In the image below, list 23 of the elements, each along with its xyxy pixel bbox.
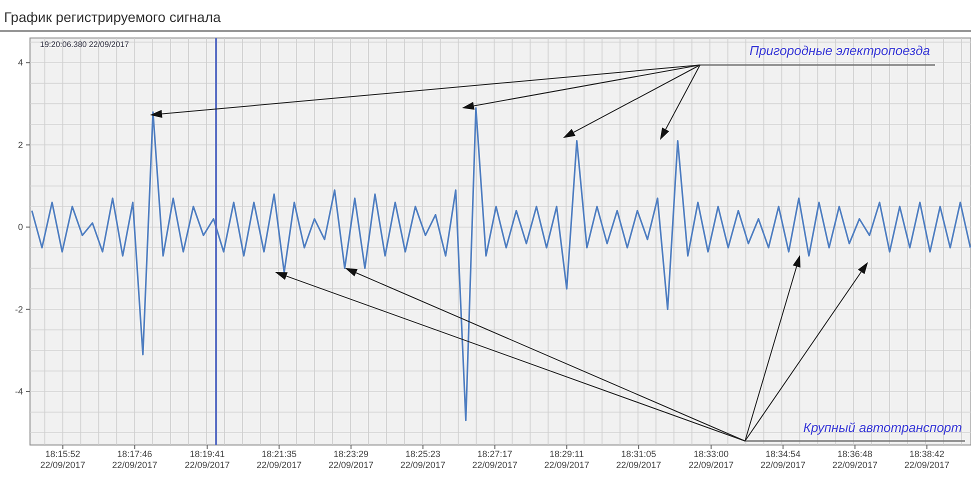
y-tick-label: -2: [14, 304, 23, 314]
x-tick-label: 18:36:48 22/09/2017: [831, 449, 878, 471]
x-tick-label: 18:29:11 22/09/2017: [543, 449, 590, 471]
x-tick-label: 18:15:52 22/09/2017: [39, 449, 86, 471]
y-tick-label: 4: [18, 58, 23, 68]
x-tick-label: 18:33:00 22/09/2017: [688, 449, 735, 471]
x-tick-label: 18:21:35 22/09/2017: [256, 449, 303, 471]
y-tick-label: -4: [14, 386, 23, 397]
y-tick-label: 0: [18, 222, 23, 232]
x-tick-label: 18:17:46 22/09/2017: [111, 449, 158, 471]
chart-title: График регистрируемого сигнала: [4, 9, 221, 25]
x-tick-label: 18:19:41 22/09/2017: [184, 449, 231, 471]
x-tick-label: 18:31:05 22/09/2017: [615, 449, 662, 471]
x-tick-label: 18:25:23 22/09/2017: [399, 449, 446, 471]
x-tick-label: 18:27:17 22/09/2017: [471, 449, 518, 471]
x-tick-label: 18:23:29 22/09/2017: [327, 449, 375, 471]
y-tick-label: 2: [18, 140, 23, 150]
annotation: Пригородные электропоезда: [750, 43, 930, 58]
x-tick-label: 18:34:54 22/09/2017: [760, 449, 807, 471]
x-tick-label: 18:38:42 22/09/2017: [903, 449, 950, 471]
annotation: Крупный автотранспорт: [803, 420, 962, 435]
line-series: [31, 107, 971, 422]
annotation: 19:20:06.380 22/09/2017: [40, 40, 130, 49]
